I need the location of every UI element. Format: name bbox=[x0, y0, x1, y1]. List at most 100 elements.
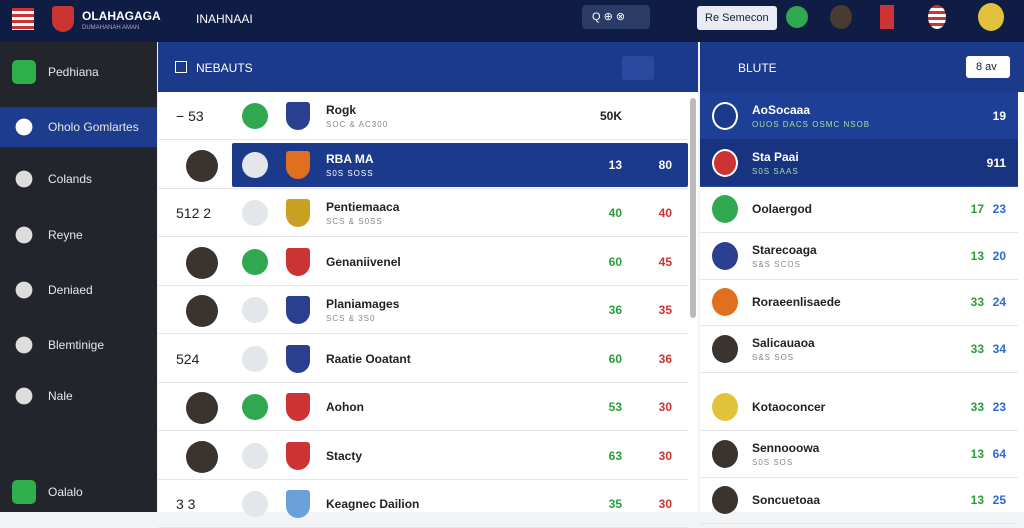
team-name: Kotaoconcer bbox=[752, 400, 826, 414]
nav-item[interactable]: Blemtinige bbox=[0, 325, 157, 365]
nav-label: Blemtinige bbox=[48, 338, 105, 352]
stat-1: 33 bbox=[970, 295, 984, 309]
team-name: RBA MA bbox=[326, 151, 374, 166]
table-icon bbox=[175, 61, 187, 73]
team-crest bbox=[712, 195, 738, 223]
rank: − 53 bbox=[176, 108, 204, 124]
standing-row[interactable]: Roraeenlisaede 33 24 bbox=[700, 278, 1018, 326]
nav-label: Reyne bbox=[48, 228, 83, 242]
team-name: Aohon bbox=[326, 400, 364, 414]
brand-sub: DUMAHANAH AMAN bbox=[82, 25, 140, 31]
search[interactable]: Q ⊕ ⊗ bbox=[582, 5, 650, 29]
team-icon bbox=[242, 491, 268, 517]
team-meta: SOC & AC300 bbox=[326, 120, 389, 129]
team-icon bbox=[242, 103, 268, 129]
standing-row[interactable]: Sennooowa S0S SOS 13 64 bbox=[700, 430, 1018, 478]
standing-row[interactable]: Oolaergod 17 23 bbox=[700, 185, 1018, 233]
nav-label: Nale bbox=[48, 389, 73, 403]
result-row[interactable]: Stacty 63 30 bbox=[158, 432, 688, 480]
panel-title: BLUTE bbox=[738, 61, 777, 75]
standing-row[interactable]: Salicauaoa S&S SOS 33 34 bbox=[700, 325, 1018, 373]
stat-2: 23 bbox=[992, 400, 1006, 414]
stat-1: 17 bbox=[970, 202, 984, 216]
team-crest bbox=[286, 296, 310, 324]
team-meta: S0S SOSS bbox=[326, 168, 374, 178]
standing-row[interactable]: Sta Paai S0S SAAS 911 bbox=[700, 138, 1018, 187]
team-crest bbox=[286, 490, 310, 518]
avatar[interactable] bbox=[830, 5, 852, 29]
score-1: 60 bbox=[608, 254, 622, 269]
user-avatar[interactable] bbox=[978, 3, 1004, 31]
team-name: Genaniivenel bbox=[326, 254, 401, 269]
score-1: 63 bbox=[608, 448, 622, 463]
badge bbox=[928, 5, 946, 29]
team-icon bbox=[242, 345, 268, 372]
result-row[interactable]: 512 2 Pentiemaaca SCS & S0SS 40 40 bbox=[158, 189, 688, 237]
team-crest bbox=[712, 439, 738, 468]
result-row[interactable]: 524 Raatie Ooatant 60 36 bbox=[158, 335, 688, 383]
score-2: 30 bbox=[658, 400, 672, 414]
standing-row[interactable]: Starecoaga S&S SCOS 13 20 bbox=[700, 232, 1018, 280]
standing-row[interactable]: Kotaoconcer 33 23 bbox=[700, 383, 1018, 431]
result-row[interactable]: Planiamages SCS & 3S0 36 35 bbox=[158, 286, 688, 334]
panel-button[interactable]: 8 av bbox=[966, 56, 1010, 78]
nav-item[interactable]: Oalalo bbox=[0, 472, 157, 512]
result-row[interactable]: − 53 Rogk SOC & AC300 50K bbox=[158, 92, 688, 140]
section-title: INAHNAAI bbox=[196, 12, 253, 26]
nav-label: Pedhiana bbox=[48, 65, 99, 79]
nav-item[interactable]: Nale bbox=[0, 376, 157, 416]
rank: 524 bbox=[176, 350, 200, 367]
team-name: Sennooowa bbox=[752, 440, 820, 455]
search-button[interactable] bbox=[622, 56, 654, 80]
nav-icon bbox=[15, 226, 33, 244]
team-crest bbox=[286, 102, 310, 130]
status-icon bbox=[786, 6, 808, 28]
stat-2: 24 bbox=[992, 295, 1006, 309]
standing-row[interactable]: AoSocaaa OUOS DACS OSMC NSOB 19 bbox=[700, 92, 1018, 140]
nav-item[interactable]: Colands bbox=[0, 159, 157, 199]
team-name: Starecoaga bbox=[752, 242, 817, 257]
top-bar: OLAHAGAGA DUMAHANAH AMAN INAHNAAI Q ⊕ ⊗ … bbox=[0, 0, 1024, 42]
team-crest bbox=[712, 393, 738, 421]
nav-label: Deniaed bbox=[48, 283, 93, 297]
standing-row[interactable]: Soncuetoaa 13 25 bbox=[700, 476, 1018, 524]
nav-item[interactable]: Oholo Gomlartes bbox=[0, 107, 157, 147]
result-row[interactable]: 3 3 Keagnec Dailion 35 30 bbox=[158, 480, 688, 528]
nav-item[interactable]: Reyne bbox=[0, 215, 157, 255]
team-icon bbox=[242, 297, 268, 323]
nav-item[interactable]: Pedhiana bbox=[0, 52, 157, 92]
result-row[interactable]: RBA MA S0S SOSS 13 80 bbox=[158, 141, 688, 189]
nav-icon bbox=[15, 387, 33, 405]
stat-1: 13 bbox=[970, 493, 984, 507]
team-icon bbox=[242, 151, 268, 178]
team-name: Roraeenlisaede bbox=[752, 295, 841, 309]
nav-label: Oalalo bbox=[48, 485, 83, 499]
team-icon bbox=[242, 200, 268, 226]
result-row[interactable]: Aohon 53 30 bbox=[158, 383, 688, 431]
team-meta: S&S SOS bbox=[752, 352, 795, 362]
rank: 3 3 bbox=[176, 496, 196, 512]
player-avatar bbox=[186, 295, 218, 327]
team-icon bbox=[242, 394, 268, 420]
nav-icon bbox=[15, 170, 33, 188]
stat-2: 20 bbox=[992, 248, 1006, 263]
team-name: Pentiemaaca bbox=[326, 200, 400, 214]
player-avatar bbox=[186, 392, 218, 424]
score-2: 30 bbox=[658, 448, 672, 463]
score-1: 60 bbox=[608, 351, 622, 366]
action-button[interactable]: Re Semecon bbox=[697, 6, 777, 30]
result-row[interactable]: Genaniivenel 60 45 bbox=[158, 238, 688, 286]
nav-label: Colands bbox=[48, 172, 93, 186]
nav-item[interactable]: Deniaed bbox=[0, 270, 157, 310]
team-crest bbox=[712, 288, 738, 316]
score-1: 50K bbox=[599, 109, 622, 123]
team-crest bbox=[712, 334, 738, 363]
team-icon bbox=[242, 248, 268, 275]
score-2: 45 bbox=[658, 254, 672, 269]
team-name: Sta Paai bbox=[752, 149, 799, 164]
player-avatar bbox=[186, 246, 218, 279]
score-1: 40 bbox=[608, 206, 622, 220]
stat-2: 34 bbox=[992, 341, 1006, 356]
score-2: 36 bbox=[658, 351, 672, 366]
team-name: Keagnec Dailion bbox=[326, 497, 420, 511]
